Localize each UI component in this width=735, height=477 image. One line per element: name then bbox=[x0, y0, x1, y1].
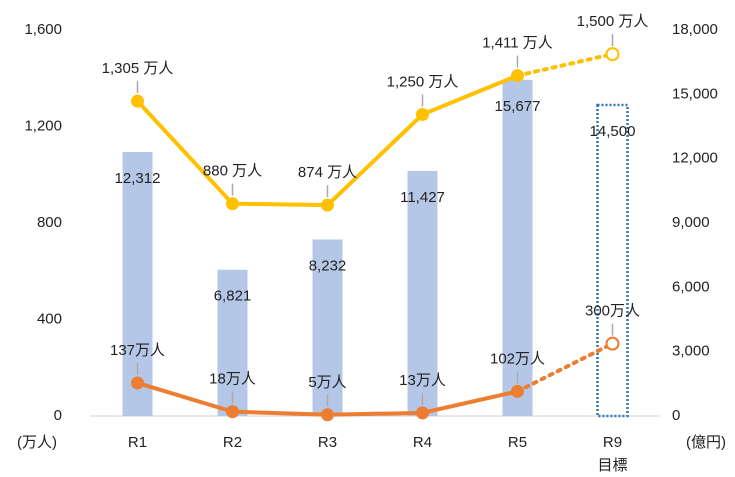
y-tick-label: 1,600 bbox=[24, 21, 62, 38]
projected-line bbox=[515, 341, 615, 394]
y2-tick-label: 6,000 bbox=[672, 278, 710, 295]
line-value-label: 1,250 万人 bbox=[387, 73, 459, 90]
bar bbox=[407, 170, 438, 416]
line-value-label: 1,411 万人 bbox=[482, 35, 553, 52]
y2-tick-label: 3,000 bbox=[672, 343, 710, 360]
x-tick-label: R3 bbox=[318, 434, 337, 451]
projected-line bbox=[515, 52, 615, 78]
y-tick-label: 1,200 bbox=[24, 117, 62, 134]
x-tick-label: R4 bbox=[413, 434, 432, 451]
bar-value-label: 11,427 bbox=[400, 189, 445, 206]
marker bbox=[131, 376, 144, 390]
bar-value-label: 12,312 bbox=[115, 170, 161, 187]
bar-value-label: 6,821 bbox=[214, 288, 252, 305]
line-value-label: 102万人 bbox=[490, 350, 545, 367]
marker bbox=[226, 405, 239, 419]
bar bbox=[502, 79, 533, 417]
marker bbox=[511, 69, 524, 83]
annotation: 目標 bbox=[597, 457, 627, 474]
marker bbox=[321, 198, 334, 212]
y2-tick-label: 12,000 bbox=[672, 150, 718, 167]
marker bbox=[321, 408, 334, 422]
line-value-label: 1,500 万人 bbox=[577, 13, 649, 30]
bar bbox=[596, 103, 629, 418]
bar-value-label: 8,232 bbox=[309, 257, 347, 274]
line-value-label: 137万人 bbox=[110, 342, 165, 359]
marker bbox=[416, 406, 429, 420]
line-value-label: 13万人 bbox=[399, 372, 446, 389]
marker bbox=[416, 107, 429, 121]
y-tick-label: 0 bbox=[54, 407, 62, 424]
line-value-label: 874 万人 bbox=[298, 164, 357, 181]
y2-axis-label: (億円) bbox=[686, 434, 726, 451]
y-tick-label: 400 bbox=[37, 310, 62, 327]
x-tick-label: R1 bbox=[128, 434, 147, 451]
marker bbox=[511, 384, 524, 398]
y-axis-label: (万人) bbox=[17, 434, 57, 451]
y2-tick-label: 9,000 bbox=[672, 214, 710, 231]
bar bbox=[217, 269, 248, 416]
x-tick-label: R2 bbox=[223, 434, 242, 451]
x-tick-label: R5 bbox=[508, 434, 527, 451]
line-value-label: 300万人 bbox=[585, 303, 640, 320]
marker bbox=[605, 336, 620, 351]
line-value-label: 18万人 bbox=[209, 371, 256, 388]
x-tick-label: R9 bbox=[603, 434, 622, 451]
y-tick-label: 800 bbox=[37, 214, 62, 231]
line-value-label: 5万人 bbox=[308, 374, 346, 391]
line-value-label: 880 万人 bbox=[203, 163, 262, 180]
bar bbox=[122, 151, 153, 416]
y2-tick-label: 18,000 bbox=[672, 21, 718, 38]
marker bbox=[131, 94, 144, 108]
y2-tick-label: 0 bbox=[672, 407, 680, 424]
y2-tick-label: 15,000 bbox=[672, 85, 718, 102]
marker bbox=[226, 197, 239, 211]
marker bbox=[605, 47, 620, 62]
line-value-label: 1,305 万人 bbox=[102, 60, 174, 77]
bar-value-label: 15,677 bbox=[495, 98, 541, 115]
bar bbox=[312, 239, 343, 416]
bar-value-label: 14,500 bbox=[590, 123, 636, 140]
